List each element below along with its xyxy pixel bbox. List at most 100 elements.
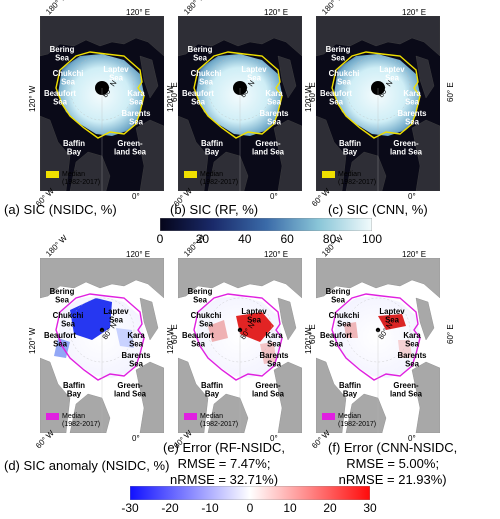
median-legend: Median (1982-2017) <box>46 171 100 187</box>
median-swatch <box>46 171 59 178</box>
lon-label-0: 0° <box>408 434 416 443</box>
error-map-1: Bering Sea Chukchi Sea Laptev Sea Beaufort Sea K… <box>178 258 302 433</box>
label-bering-sea: Bering Sea <box>50 287 75 305</box>
lon-label-120w: 120° W <box>28 327 37 354</box>
label-greenland-sea: Green-land Sea <box>390 139 423 157</box>
error-colorbar-tick: 10 <box>283 501 297 515</box>
land-mask <box>40 16 164 191</box>
lon-label-120e: 120° E <box>402 8 427 17</box>
median-legend-text: Median (1982-2017) <box>62 413 101 428</box>
caption-d: (d) SIC anomaly (NSIDC, %) <box>4 458 170 473</box>
lon-label-120e: 120° E <box>402 250 427 259</box>
label-beaufort-sea: Beaufort Sea <box>44 331 76 349</box>
sic-map-2: Bering Sea Chukchi Sea Laptev Sea Beaufort Sea K… <box>316 16 440 191</box>
lon-label-60e: 60° E <box>446 82 455 102</box>
median-legend-text: Median (1982-2017) <box>338 413 377 428</box>
sic-colorbar-tick: 20 <box>195 232 210 246</box>
error-map-0: Bering Sea Chukchi Sea Laptev Sea Beaufort Sea K… <box>40 258 164 433</box>
label-baffin-bay: Baffin Bay <box>201 381 223 399</box>
lon-label-60e: 60° E <box>446 324 455 344</box>
label-chukchi-sea: Chukchi Sea <box>191 311 222 329</box>
median-legend-text: Median (1982-2017) <box>200 413 239 428</box>
median-legend: Median (1982-2017) <box>184 413 238 429</box>
label-beaufort-sea: Beaufort Sea <box>182 331 214 349</box>
error-colorbar-tick: -10 <box>201 501 219 515</box>
lon-label-180w: 180° W <box>44 0 69 17</box>
label-barents-sea: Barents Sea <box>259 351 289 369</box>
label-laptev-sea: Laptev Sea <box>379 307 405 325</box>
land-mask <box>178 16 302 191</box>
error-colorbar <box>130 486 370 500</box>
land-mask <box>40 258 164 433</box>
label-barents-sea: Barents Sea <box>397 109 427 127</box>
median-contour <box>193 51 283 139</box>
label-beaufort-sea: Beaufort Sea <box>44 89 76 107</box>
label-baffin-bay: Baffin Bay <box>201 139 223 157</box>
lon-label-180w: 180° W <box>182 0 207 17</box>
median-legend: Median (1982-2017) <box>184 171 238 187</box>
label-barents-sea: Barents Sea <box>121 351 151 369</box>
label-bering-sea: Bering Sea <box>188 287 213 305</box>
lon-label-0: 0° <box>408 192 416 201</box>
label-beaufort-sea: Beaufort Sea <box>320 331 352 349</box>
label-kara-sea: Kara Sea <box>403 89 421 107</box>
caption-e: (e) Error (RF-NSIDC, RMSE = 7.47%; nRMSE =… <box>163 440 286 487</box>
error-colorbar-tick: 20 <box>323 501 337 515</box>
sea-ice-field <box>196 54 282 136</box>
sea-ice-field <box>334 54 420 136</box>
lon-label-0: 0° <box>132 192 140 201</box>
label-laptev-sea: Laptev Sea <box>379 65 405 83</box>
label-beaufort-sea: Beaufort Sea <box>320 89 352 107</box>
sic-map-0: Bering Sea Chukchi Sea Laptev Sea Beaufort Sea K… <box>40 16 164 191</box>
label-bering-sea: Bering Sea <box>50 45 75 63</box>
error-colorbar-tick: -20 <box>161 501 179 515</box>
label-kara-sea: Kara Sea <box>265 331 283 349</box>
caption-b: (b) SIC (RF, %) <box>170 202 259 217</box>
error-map-2: Bering Sea Chukchi Sea Laptev Sea Beaufort Sea K… <box>316 258 440 433</box>
sic-map-1: Bering Sea Chukchi Sea Laptev Sea Beaufort Sea K… <box>178 16 302 191</box>
label-greenland-sea: Green-land Sea <box>114 139 147 157</box>
median-contour <box>55 51 145 139</box>
median-contour <box>331 293 421 381</box>
label-laptev-sea: Laptev Sea <box>103 65 129 83</box>
lon-label-0: 0° <box>270 192 278 201</box>
lon-label-120w: 120° W <box>304 327 313 354</box>
label-beaufort-sea: Beaufort Sea <box>182 89 214 107</box>
median-legend-text: Median (1982-2017) <box>338 171 377 186</box>
lon-label-0: 0° <box>270 434 278 443</box>
median-swatch <box>322 413 335 420</box>
label-kara-sea: Kara Sea <box>265 89 283 107</box>
label-barents-sea: Barents Sea <box>259 109 289 127</box>
sic-colorbar-tick: 60 <box>280 232 294 246</box>
lon-label-180w: 180° W <box>44 233 69 259</box>
sic-colorbar-tick: 40 <box>238 232 252 246</box>
sic-colorbar <box>160 218 372 231</box>
label-greenland-sea: Green-land Sea <box>252 381 285 399</box>
label-baffin-bay: Baffin Bay <box>339 381 361 399</box>
lon-label-120w: 120° W <box>166 327 175 354</box>
land-mask <box>178 258 302 433</box>
label-bering-sea: Bering Sea <box>188 45 213 63</box>
median-legend: Median (1982-2017) <box>322 413 376 429</box>
label-greenland-sea: Green-land Sea <box>390 381 423 399</box>
lon-label-120w: 120° W <box>304 85 313 112</box>
median-contour <box>55 293 145 381</box>
lon-label-180w: 180° W <box>320 0 345 17</box>
label-barents-sea: Barents Sea <box>397 351 427 369</box>
label-kara-sea: Kara Sea <box>403 331 421 349</box>
median-legend: Median (1982-2017) <box>46 413 100 429</box>
label-baffin-bay: Baffin Bay <box>63 139 85 157</box>
median-swatch <box>184 413 197 420</box>
median-swatch <box>184 171 197 178</box>
label-chukchi-sea: Chukchi Sea <box>329 69 360 87</box>
label-chukchi-sea: Chukchi Sea <box>329 311 360 329</box>
lon-label-120e: 120° E <box>264 250 289 259</box>
median-contour <box>331 51 421 139</box>
label-bering-sea: Bering Sea <box>326 45 351 63</box>
median-swatch <box>322 171 335 178</box>
sic-colorbar-tick: 80 <box>322 232 337 246</box>
lon-label-60w: 60° W <box>34 428 56 451</box>
error-colorbar-tick: 30 <box>363 501 377 515</box>
label-chukchi-sea: Chukchi Sea <box>191 69 222 87</box>
label-baffin-bay: Baffin Bay <box>339 139 361 157</box>
